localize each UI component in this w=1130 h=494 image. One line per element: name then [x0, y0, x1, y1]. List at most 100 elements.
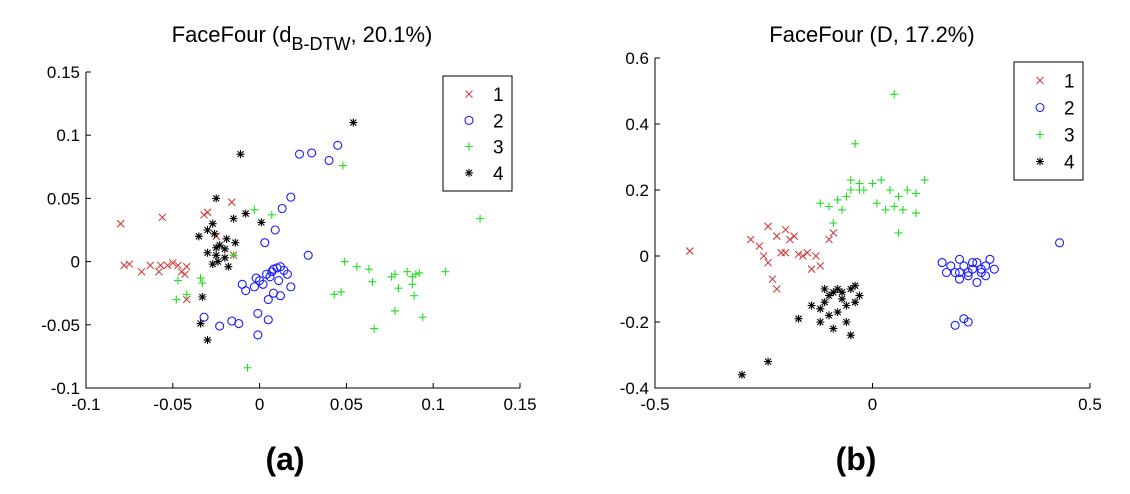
y-tick-label: 0.05: [47, 189, 80, 208]
data-point: [967, 258, 978, 268]
data-point: [981, 271, 991, 281]
data-point: [963, 317, 973, 327]
legend-box: [1013, 61, 1084, 181]
data-point: [846, 186, 855, 194]
data-point: [212, 251, 221, 260]
data-point: [807, 265, 816, 274]
legend-marker: [465, 168, 473, 177]
data-point: [842, 318, 851, 326]
data-point: [203, 335, 212, 344]
data-point: [330, 290, 339, 299]
x-tick-label: 0: [868, 395, 877, 414]
data-point: [220, 244, 229, 253]
data-point: [249, 282, 259, 292]
legend-label: 3: [493, 138, 504, 159]
data-point: [954, 267, 965, 278]
data-point: [368, 277, 377, 286]
data-point: [954, 274, 965, 284]
scatter-plot-a: -0.1 -0.05 0 0.05 0.1 0.15 -0.1 -0.05 0 0.05 0.1 0.…: [41, 22, 536, 477]
data-point: [208, 219, 217, 228]
data-point: [772, 285, 781, 293]
y-tick-label: -0.4: [620, 379, 649, 398]
data-point: [746, 235, 755, 244]
legend-label: 3: [1064, 126, 1075, 147]
data-point: [825, 235, 833, 244]
data-point: [156, 261, 165, 270]
data-point: [825, 311, 833, 320]
data-point: [241, 209, 250, 218]
data-point: [275, 291, 285, 301]
data-point: [794, 314, 803, 323]
data-point: [411, 270, 420, 279]
data-point: [307, 148, 317, 158]
x-tick-label: 0.1: [421, 395, 445, 414]
panel-label: (b): [836, 441, 877, 477]
data-point: [182, 295, 191, 304]
data-point: [198, 279, 207, 288]
data-point: [781, 225, 790, 234]
data-point: [231, 238, 240, 247]
data-point: [220, 253, 229, 262]
data-point: [829, 324, 838, 333]
data-point: [194, 232, 203, 241]
data-point: [833, 195, 842, 204]
data-point: [198, 292, 207, 301]
data-point: [274, 276, 284, 286]
data-point: [222, 234, 231, 243]
y-tick-label: -0.05: [41, 316, 80, 335]
data-point: [203, 208, 212, 217]
data-point: [203, 226, 212, 234]
data-point: [391, 270, 400, 279]
data-point: [881, 205, 890, 214]
data-point: [174, 261, 182, 270]
series-4: [194, 118, 358, 344]
data-point: [890, 202, 899, 211]
data-point: [894, 228, 903, 237]
data-point: [163, 261, 172, 270]
data-point: [772, 232, 781, 241]
data-point: [333, 140, 343, 150]
series-3: [172, 161, 485, 372]
data-point: [816, 318, 825, 326]
data-point: [146, 261, 155, 270]
data-point: [912, 189, 920, 198]
data-point: [838, 205, 847, 214]
data-point: [898, 205, 907, 214]
data-point: [476, 214, 485, 223]
data-point: [403, 267, 412, 276]
data-point: [441, 267, 450, 276]
data-point: [303, 250, 313, 260]
x-tick-label: -0.05: [153, 395, 192, 414]
data-point: [838, 288, 847, 297]
data-point: [352, 262, 361, 271]
data-point: [196, 319, 205, 328]
y-tick-label: -0.1: [51, 379, 80, 398]
x-tick-label: 0: [255, 395, 264, 414]
data-point: [820, 285, 829, 293]
legend-label: 4: [1064, 153, 1075, 174]
data-point: [829, 288, 838, 297]
data-point: [885, 186, 894, 194]
data-point: [212, 194, 221, 203]
data-point: [212, 243, 221, 252]
data-point: [855, 291, 864, 300]
data-point: [946, 261, 956, 271]
data-point: [391, 306, 400, 315]
panel-label: (a): [265, 441, 304, 477]
data-point: [243, 363, 252, 372]
data-point: [227, 198, 236, 207]
data-point: [182, 262, 191, 271]
data-point: [950, 320, 960, 330]
data-point: [267, 210, 276, 219]
series-3: [816, 90, 929, 237]
data-point: [972, 258, 982, 268]
data-point: [172, 295, 181, 304]
x-tick-label: 0.5: [1078, 395, 1102, 414]
data-point: [364, 265, 373, 274]
data-point: [768, 275, 777, 283]
data-point: [200, 210, 208, 219]
data-point: [846, 176, 855, 185]
data-point: [408, 280, 417, 289]
data-point: [838, 294, 847, 303]
data-point: [181, 270, 189, 279]
